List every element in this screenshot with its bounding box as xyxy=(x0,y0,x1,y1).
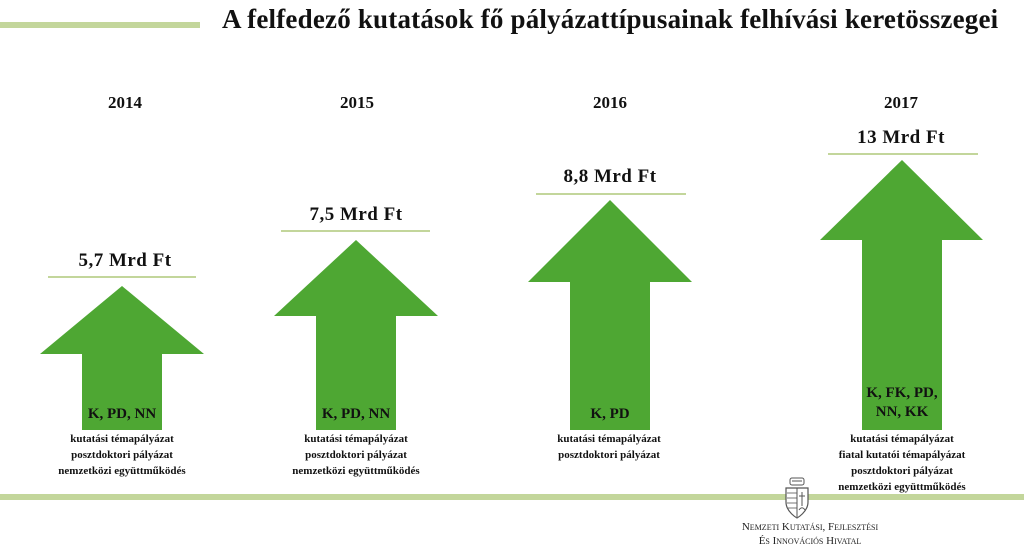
codes-2014: K, PD, NN xyxy=(72,405,172,424)
year-label-2014: 2014 xyxy=(108,93,142,112)
page-title: A felfedező kutatások fő pályázattípusai… xyxy=(222,4,999,34)
organization-name: Nemzeti Kutatási, Fejlesztési És Innovác… xyxy=(720,520,900,548)
codes-2015: K, PD, NN xyxy=(306,405,406,424)
org-line-2: És Innovációs Hivatal xyxy=(758,535,862,547)
desc-line: posztdoktori pályázat xyxy=(71,449,173,461)
desc-line: kutatási témapályázat xyxy=(304,433,408,445)
org-line-1: Nemzeti Kutatási, Fejlesztési xyxy=(741,521,879,533)
year-label-2017: 2017 xyxy=(884,93,918,112)
footer-accent-bar xyxy=(0,494,1024,500)
codes-2016: K, PD xyxy=(560,405,660,424)
desc-line: kutatási témapályázat xyxy=(557,433,661,445)
desc-line: nemzetközi együttműködés xyxy=(58,465,186,477)
desc-line: kutatási témapályázat xyxy=(850,433,954,445)
year-label-2016: 2016 xyxy=(593,93,627,112)
code-line: NN, KK xyxy=(875,404,929,420)
desc-line: fiatal kutatói témapályázat xyxy=(838,449,966,461)
up-arrow-icon xyxy=(274,240,438,430)
desc-2017: kutatási témapályázat fiatal kutatói tém… xyxy=(807,431,997,495)
up-arrow-icon xyxy=(40,286,204,430)
desc-line: posztdoktori pályázat xyxy=(558,449,660,461)
code-line: K, PD, NN xyxy=(321,406,391,422)
code-line: K, FK, PD, xyxy=(866,385,938,401)
amount-label-2016: 8,8 Mrd Ft xyxy=(563,166,657,187)
desc-line: kutatási témapályázat xyxy=(70,433,174,445)
up-arrow-icon xyxy=(528,200,692,430)
desc-line: posztdoktori pályázat xyxy=(305,449,407,461)
code-line: K, PD xyxy=(590,406,630,422)
codes-2017: K, FK, PD, NN, KK xyxy=(842,384,962,422)
header-accent-bar xyxy=(0,22,200,28)
desc-2016: kutatási témapályázat posztdoktori pályá… xyxy=(514,431,704,463)
amount-underline-2015 xyxy=(281,230,430,232)
desc-line: nemzetközi együttműködés xyxy=(292,465,420,477)
code-line: K, PD, NN xyxy=(87,406,157,422)
amount-underline-2016 xyxy=(536,193,686,195)
amount-underline-2017 xyxy=(828,153,978,155)
amount-label-2015: 7,5 Mrd Ft xyxy=(309,204,403,225)
desc-2014: kutatási témapályázat posztdoktori pályá… xyxy=(27,431,217,479)
desc-2015: kutatási témapályázat posztdoktori pályá… xyxy=(261,431,451,479)
amount-label-2014: 5,7 Mrd Ft xyxy=(78,250,172,271)
up-arrow-icon xyxy=(820,160,983,430)
desc-line: posztdoktori pályázat xyxy=(851,465,953,477)
coat-of-arms-icon xyxy=(785,477,809,519)
amount-label-2017: 13 Mrd Ft xyxy=(857,127,945,148)
amount-underline-2014 xyxy=(48,276,196,278)
year-label-2015: 2015 xyxy=(340,93,374,112)
desc-line: nemzetközi együttműködés xyxy=(838,481,966,493)
